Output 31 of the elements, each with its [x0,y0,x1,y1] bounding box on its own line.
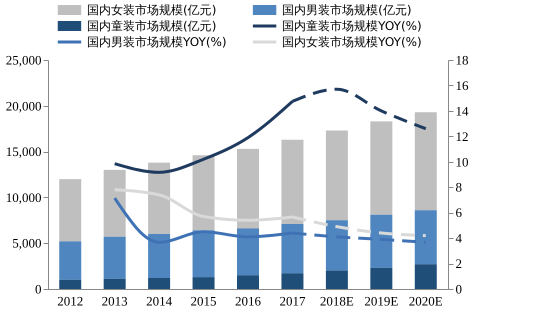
legend-label: 国内女装市场规模YOY(%) [282,35,422,49]
x-tick-label: 2017 [279,294,306,308]
y2-tick-label: 2 [456,256,462,272]
x-tick-label: 2013 [102,294,128,308]
y2-tick-label: 6 [456,205,462,220]
y2-tick-label: 18 [456,52,468,68]
x-tick-label: 2014 [146,294,173,308]
legend-label: 国内男装市场规模YOY(%) [87,35,227,49]
legend-label: 国内童装市场规模(亿元) [87,19,216,33]
x-tick-label: 2018E [320,294,354,308]
legend-label: 国内女装市场规模(亿元) [87,3,216,17]
x-tick-label: 2015 [190,294,217,308]
y2-tick-label: 4 [456,230,462,246]
y-tick-label: 25,000 [6,52,42,68]
y-tick-label: 0 [35,282,42,296]
x-tick-label: 2012 [57,294,84,308]
y2-tick-label: 14 [456,103,469,118]
y-tick-label: 15,000 [6,144,42,160]
x-tick-label: 2020E [408,294,443,308]
y-tick-label: 10,000 [6,190,42,205]
y2-tick-label: 8 [456,180,462,195]
y2-tick-label: 0 [456,282,462,296]
y2-tick-label: 12 [456,128,468,144]
legend-label: 国内童装市场规模YOY(%) [282,19,422,33]
y-tick-label: 20,000 [6,98,42,114]
y2-tick-label: 16 [456,78,469,93]
legend-label: 国内男装市场规模(亿元) [282,3,412,17]
y-tick-label: 5,000 [12,236,42,251]
x-tick-label: 2016 [235,294,262,308]
y2-tick-label: 10 [456,154,468,170]
x-tick-label: 2019E [364,294,398,308]
